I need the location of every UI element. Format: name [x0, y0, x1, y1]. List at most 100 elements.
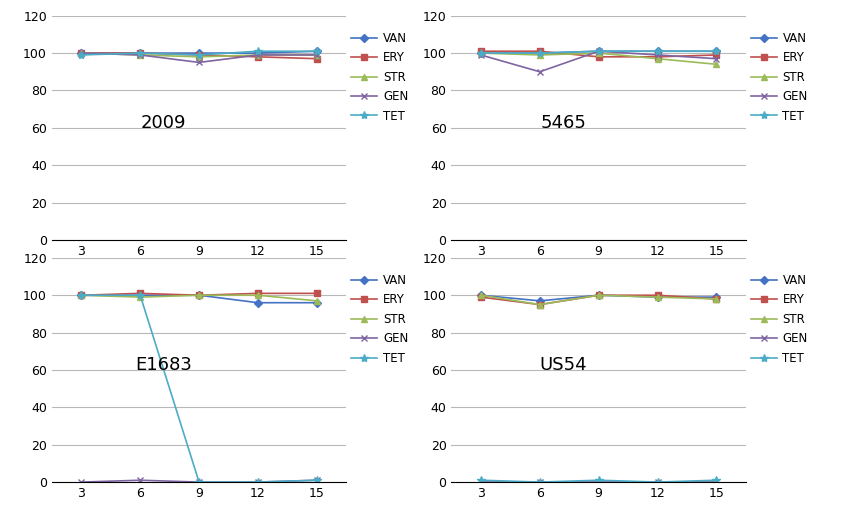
ERY [135, 50, 145, 56]
STR [76, 292, 86, 298]
GEN [312, 477, 322, 483]
GEN [652, 52, 663, 58]
VAN [253, 300, 264, 306]
TET [652, 479, 663, 485]
Line: VAN: VAN [78, 292, 320, 306]
ERY [535, 301, 545, 308]
GEN [135, 477, 145, 483]
Line: GEN: GEN [78, 50, 321, 66]
ERY [312, 290, 322, 297]
TET [711, 477, 721, 483]
GEN [535, 69, 545, 75]
Line: GEN: GEN [478, 478, 720, 486]
ERY [76, 50, 86, 56]
Text: E1683: E1683 [136, 356, 192, 375]
GEN [711, 56, 721, 62]
ERY [594, 53, 604, 60]
TET [135, 292, 145, 298]
ERY [535, 48, 545, 54]
VAN [194, 292, 204, 298]
STR [652, 294, 663, 300]
Legend: VAN, ERY, STR, GEN, TET: VAN, ERY, STR, GEN, TET [746, 269, 812, 369]
STR [476, 50, 486, 56]
Line: TET: TET [477, 476, 721, 486]
Line: STR: STR [478, 50, 720, 68]
GEN [76, 50, 86, 56]
VAN [312, 300, 322, 306]
GEN [535, 479, 545, 485]
GEN [194, 59, 204, 66]
VAN [312, 48, 322, 54]
STR [711, 61, 721, 68]
GEN [711, 479, 721, 485]
VAN [76, 50, 86, 56]
VAN [535, 50, 545, 56]
ERY [253, 290, 264, 297]
GEN [594, 48, 604, 54]
Line: ERY: ERY [78, 50, 320, 62]
TET [312, 48, 322, 54]
GEN [76, 479, 86, 485]
Legend: VAN, ERY, STR, GEN, TET: VAN, ERY, STR, GEN, TET [746, 27, 812, 127]
VAN [594, 48, 604, 54]
Line: ERY: ERY [478, 292, 720, 308]
ERY [194, 52, 204, 58]
VAN [652, 294, 663, 300]
VAN [476, 292, 486, 298]
TET [594, 477, 604, 483]
GEN [476, 479, 486, 485]
Line: ERY: ERY [478, 48, 720, 60]
TET [535, 479, 545, 485]
TET [253, 479, 264, 485]
VAN [652, 48, 663, 54]
ERY [194, 292, 204, 298]
Line: VAN: VAN [478, 292, 720, 304]
TET [194, 479, 204, 485]
VAN [253, 50, 264, 56]
Legend: VAN, ERY, STR, GEN, TET: VAN, ERY, STR, GEN, TET [346, 269, 413, 369]
ERY [312, 56, 322, 62]
GEN [253, 52, 264, 58]
ERY [253, 53, 264, 60]
Text: 5465: 5465 [540, 114, 587, 133]
STR [253, 292, 264, 298]
ERY [135, 290, 145, 297]
GEN [194, 479, 204, 485]
GEN [652, 479, 663, 485]
STR [76, 50, 86, 56]
STR [312, 52, 322, 58]
STR [312, 298, 322, 304]
Line: TET: TET [77, 291, 321, 486]
Line: STR: STR [78, 50, 320, 60]
ERY [476, 294, 486, 300]
Line: STR: STR [478, 292, 720, 308]
TET [76, 292, 86, 298]
ERY [76, 292, 86, 298]
STR [194, 292, 204, 298]
STR [535, 52, 545, 58]
GEN [253, 479, 264, 485]
STR [652, 56, 663, 62]
TET [76, 52, 86, 58]
Line: STR: STR [78, 292, 320, 304]
STR [594, 50, 604, 56]
VAN [135, 292, 145, 298]
VAN [135, 50, 145, 56]
Line: GEN: GEN [478, 48, 720, 75]
STR [711, 296, 721, 302]
TET [253, 48, 264, 54]
GEN [476, 52, 486, 58]
ERY [476, 48, 486, 54]
STR [535, 301, 545, 308]
GEN [594, 479, 604, 485]
TET [476, 477, 486, 483]
STR [135, 294, 145, 300]
STR [253, 52, 264, 58]
GEN [312, 52, 322, 58]
TET [711, 48, 721, 54]
GEN [135, 52, 145, 58]
ERY [652, 53, 663, 60]
VAN [476, 50, 486, 56]
Line: ERY: ERY [78, 290, 320, 298]
ERY [711, 296, 721, 302]
